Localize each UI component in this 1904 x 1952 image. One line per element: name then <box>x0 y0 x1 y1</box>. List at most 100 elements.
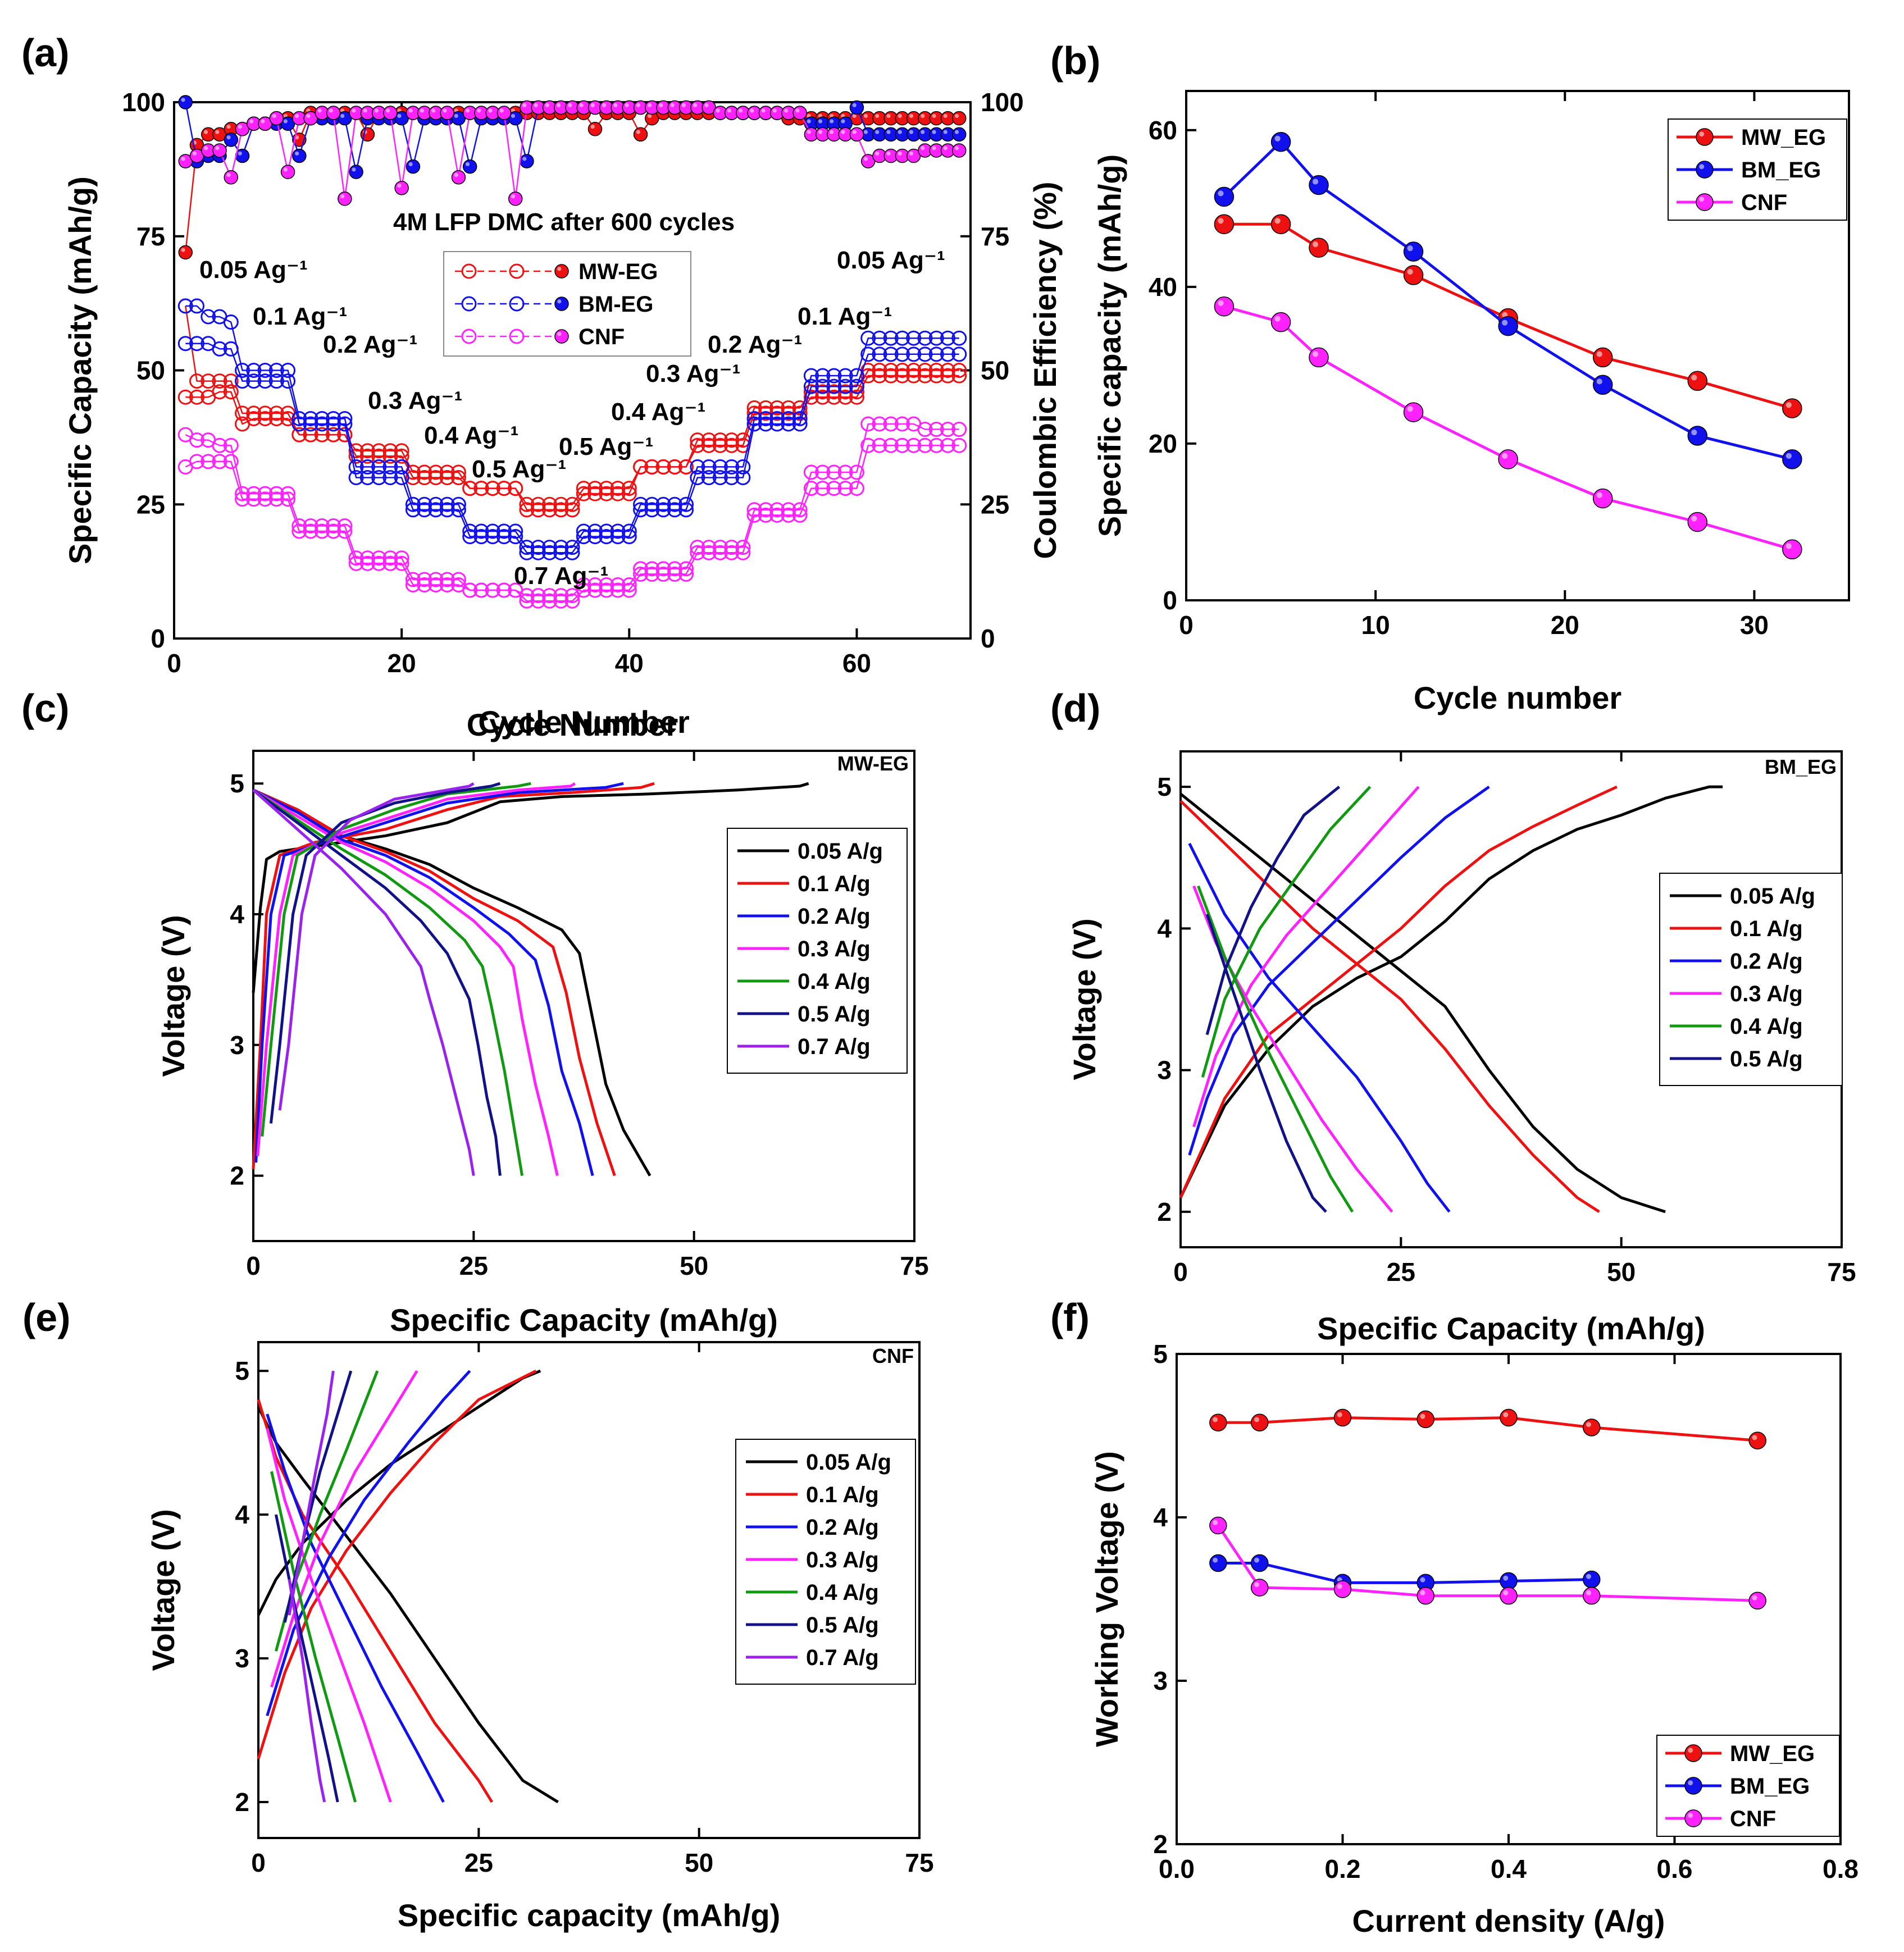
point-CNF <box>1748 1591 1766 1610</box>
point-BM-EG-discharge <box>359 470 375 485</box>
point-CNF-discharge <box>553 593 569 609</box>
point-CNF-discharge <box>599 582 614 598</box>
point-CNF <box>1333 1580 1352 1598</box>
x-tick-label: 50 <box>1607 1257 1636 1287</box>
point-BM-EG-charge <box>257 363 273 378</box>
point-CNF-ce-highlight <box>909 151 914 156</box>
legend-label: 0.4 A/g <box>1730 1014 1803 1039</box>
panel-label-a: (a) <box>21 31 70 75</box>
point-BM-EG-discharge <box>644 502 660 518</box>
point-MW-EG-discharge <box>849 389 864 405</box>
point-MW-EG-discharge <box>405 470 421 485</box>
point-MW-EG-discharge <box>815 389 831 405</box>
point-BM_EG <box>1309 175 1329 195</box>
point-MW-EG-discharge <box>508 481 523 496</box>
point-MW_EG <box>1270 214 1291 234</box>
point-BM-EG-ce-highlight <box>909 130 914 134</box>
point-CNF-highlight <box>1420 1590 1425 1595</box>
series-0.1 A/g-discharge <box>257 1399 494 1803</box>
point-MW-EG-discharge <box>599 486 614 501</box>
point-CNF-charge <box>189 432 205 448</box>
point-CNF-discharge <box>701 545 717 560</box>
point-CNF-discharge <box>860 437 876 453</box>
rate-label: 0.1 Ag⁻¹ <box>253 303 347 330</box>
point-CNF-ce <box>269 111 284 126</box>
point-CNF-discharge <box>541 593 557 609</box>
point-CNF-ce-highlight <box>795 108 800 113</box>
point-CNF-ce-highlight <box>306 113 311 118</box>
x-tick-label: 20 <box>388 649 416 678</box>
point-BM-EG-discharge <box>223 341 239 357</box>
point-BM-EG-charge <box>382 459 398 475</box>
point-CNF-ce-highlight <box>488 108 493 113</box>
y-axis-title-a: Specific Capacity (mAh/g) <box>62 176 98 564</box>
point-CNF-ce-highlight <box>648 103 652 107</box>
point-CNF-ce-highlight <box>863 157 868 161</box>
point-BM-EG-charge <box>940 330 955 346</box>
legend-label: 0.05 A/g <box>798 839 883 864</box>
series-0.4 A/g-charge <box>261 782 531 1137</box>
y2-tick-label: 0 <box>981 624 995 653</box>
legend-label: BM_EG <box>1741 158 1821 183</box>
point-CNF-discharge <box>212 454 227 469</box>
point-MW-EG-discharge <box>587 486 603 501</box>
series-MW_EG-line <box>1218 1416 1758 1442</box>
point-BM_EG <box>1583 1570 1601 1589</box>
point-MW-EG-ce-highlight <box>943 113 948 118</box>
point-MW-EG-ce-highlight <box>875 113 880 118</box>
series-0.5 A/g-charge <box>1205 786 1341 1036</box>
panel-label-f: (f) <box>1050 1296 1090 1339</box>
series-0.7 A/g-discharge <box>252 788 475 1176</box>
y2-tick-label: 75 <box>981 222 1009 251</box>
legend-marker-open <box>509 329 525 344</box>
point-MW_EG-highlight <box>1503 1412 1509 1417</box>
legend-marker-filled-highlight <box>557 299 562 304</box>
point-BM_EG-highlight <box>1596 378 1602 385</box>
point-CNF-discharge <box>917 437 933 453</box>
point-BM-EG-charge <box>951 330 967 346</box>
point-MW-EG-ce-highlight <box>898 113 902 118</box>
point-MW-EG-ce-highlight <box>909 113 914 118</box>
series-0.05 A/g-charge <box>252 782 809 993</box>
point-CNF <box>1583 1586 1601 1605</box>
legend-label: 0.7 A/g <box>806 1645 879 1670</box>
point-CNF-ce-highlight <box>784 108 789 113</box>
series-0.5 A/g-charge <box>269 782 501 1124</box>
point-CNF <box>1251 1579 1269 1597</box>
x-tick-label: 75 <box>1827 1257 1856 1287</box>
point-MW-EG-discharge <box>644 459 660 475</box>
point-MW-EG-charge <box>189 373 205 389</box>
point-CNF-discharge <box>633 566 649 582</box>
point-CNF <box>1498 449 1518 469</box>
point-CNF-ce-highlight <box>465 108 470 113</box>
point-MW_EG-highlight <box>1420 1413 1425 1419</box>
point-MW-EG-ce-highlight <box>886 113 891 118</box>
point-MW-EG-discharge <box>860 368 876 384</box>
point-BM-EG-charge <box>803 368 819 384</box>
point-BM-EG-ce-highlight <box>522 157 527 161</box>
series-0.4 A/g-discharge <box>270 1471 357 1803</box>
point-MW-EG-discharge <box>883 368 899 384</box>
point-MW-EG-discharge <box>337 427 353 443</box>
point-BM-EG-charge <box>690 459 705 475</box>
x-tick-label: 0.8 <box>1823 1854 1859 1883</box>
point-MW_EG-highlight <box>1254 1417 1259 1422</box>
point-BM-EG-discharge <box>326 416 341 432</box>
point-MW-EG-discharge <box>803 389 819 405</box>
point-BM_EG-highlight <box>1502 320 1508 326</box>
point-CNF-ce-highlight <box>670 103 675 107</box>
series-0.4 A/g-charge <box>1201 786 1372 1078</box>
point-BM-EG-discharge <box>655 502 671 518</box>
point-BM_EG-highlight <box>1254 1557 1259 1563</box>
point-MW-EG-ce <box>178 245 193 260</box>
point-MW-EG-discharge <box>894 368 910 384</box>
point-MW_EG <box>1214 214 1235 234</box>
point-CNF-ce-highlight <box>613 103 618 107</box>
legend-label: 0.4 A/g <box>806 1580 879 1605</box>
legend-marker <box>1696 128 1714 146</box>
point-BM-EG-discharge <box>530 545 546 560</box>
point-CNF-charge <box>917 422 933 437</box>
point-CNF-discharge <box>667 566 682 582</box>
x-axis-title-b: Cycle number <box>1414 680 1621 715</box>
point-CNF-ce-highlight <box>203 146 208 150</box>
